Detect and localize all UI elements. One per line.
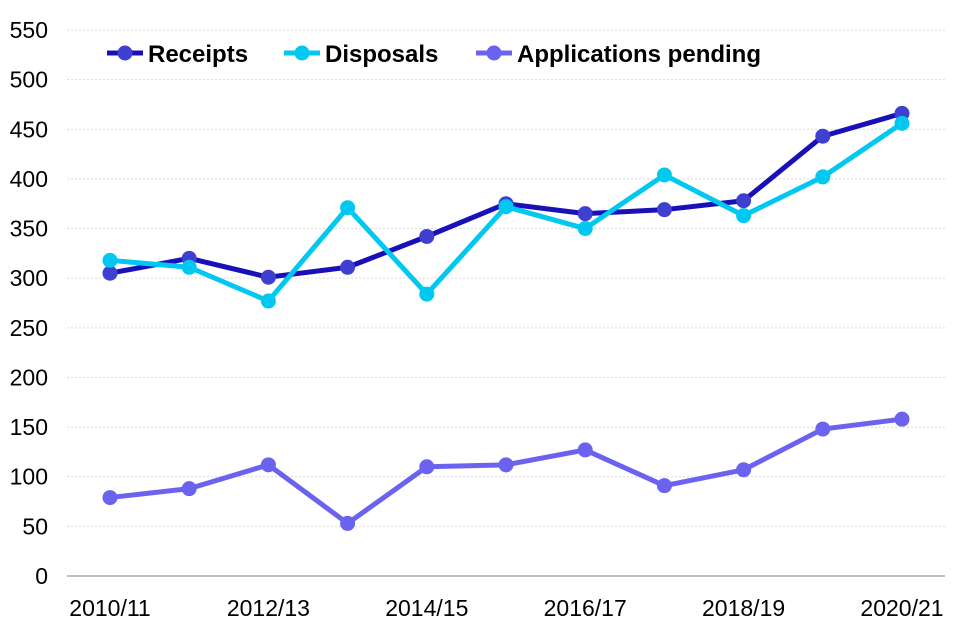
x-tick-label: 2016/17: [544, 595, 627, 621]
x-tick-label: 2018/19: [702, 595, 785, 621]
x-tick-label: 2014/15: [385, 595, 468, 621]
y-tick-label: 300: [10, 265, 48, 291]
y-tick-label: 450: [10, 116, 48, 142]
series-disposals: [102, 115, 910, 309]
legend-swatch-marker: [486, 45, 502, 61]
data-point: [736, 193, 752, 209]
legend-item: Receipts: [107, 41, 248, 68]
data-point: [656, 202, 672, 218]
data-point: [815, 169, 831, 185]
data-point: [656, 167, 672, 183]
data-point: [419, 459, 435, 475]
legend-label: Disposals: [325, 41, 438, 68]
data-point: [656, 478, 672, 494]
y-axis-tick-labels: 0 50 100 150 200 250 300 350 400 450 500 550: [10, 17, 48, 589]
data-point: [894, 115, 910, 131]
y-tick-label: 200: [10, 364, 48, 390]
data-point: [736, 208, 752, 224]
data-point: [102, 490, 118, 506]
data-point: [260, 269, 276, 285]
data-point: [419, 228, 435, 244]
legend-swatch-marker: [117, 45, 133, 61]
data-point: [102, 265, 118, 281]
x-tick-label: 2012/13: [227, 595, 310, 621]
y-tick-label: 150: [10, 414, 48, 440]
data-point: [181, 259, 197, 275]
data-point: [340, 259, 356, 275]
data-point: [340, 200, 356, 216]
data-point: [260, 293, 276, 309]
x-axis-tick-labels: 2010/11 2012/13 2014/15 2016/17 2018/19 2020/…: [69, 595, 943, 621]
gridlines: [67, 29, 945, 527]
data-point: [181, 481, 197, 497]
data-point: [577, 221, 593, 237]
series-applications-pending: [102, 411, 910, 531]
legend-label: Receipts: [148, 41, 248, 68]
legend-label: Applications pending: [517, 41, 761, 68]
data-point: [102, 252, 118, 268]
y-tick-label: 500: [10, 67, 48, 93]
y-tick-label: 0: [35, 563, 48, 589]
data-point: [577, 442, 593, 458]
legend-item: Disposals: [284, 41, 438, 68]
data-point: [340, 515, 356, 531]
y-tick-label: 250: [10, 315, 48, 341]
legend: Receipts Disposals Applications pending: [107, 41, 761, 68]
y-tick-label: 50: [22, 513, 48, 539]
data-point: [815, 128, 831, 144]
y-tick-label: 100: [10, 464, 48, 490]
x-tick-label: 2020/21: [860, 595, 943, 621]
data-point: [894, 411, 910, 427]
y-tick-label: 550: [10, 17, 48, 43]
data-point: [498, 199, 514, 215]
y-tick-label: 400: [10, 166, 48, 192]
data-point: [577, 206, 593, 222]
data-point: [260, 457, 276, 473]
data-point: [736, 462, 752, 478]
series-lines: [102, 105, 910, 531]
x-tick-label: 2010/11: [69, 595, 150, 621]
legend-swatch-marker: [294, 45, 310, 61]
data-point: [419, 286, 435, 302]
y-tick-label: 350: [10, 216, 48, 242]
data-point: [498, 457, 514, 473]
legend-item: Applications pending: [476, 41, 761, 68]
data-point: [815, 421, 831, 437]
